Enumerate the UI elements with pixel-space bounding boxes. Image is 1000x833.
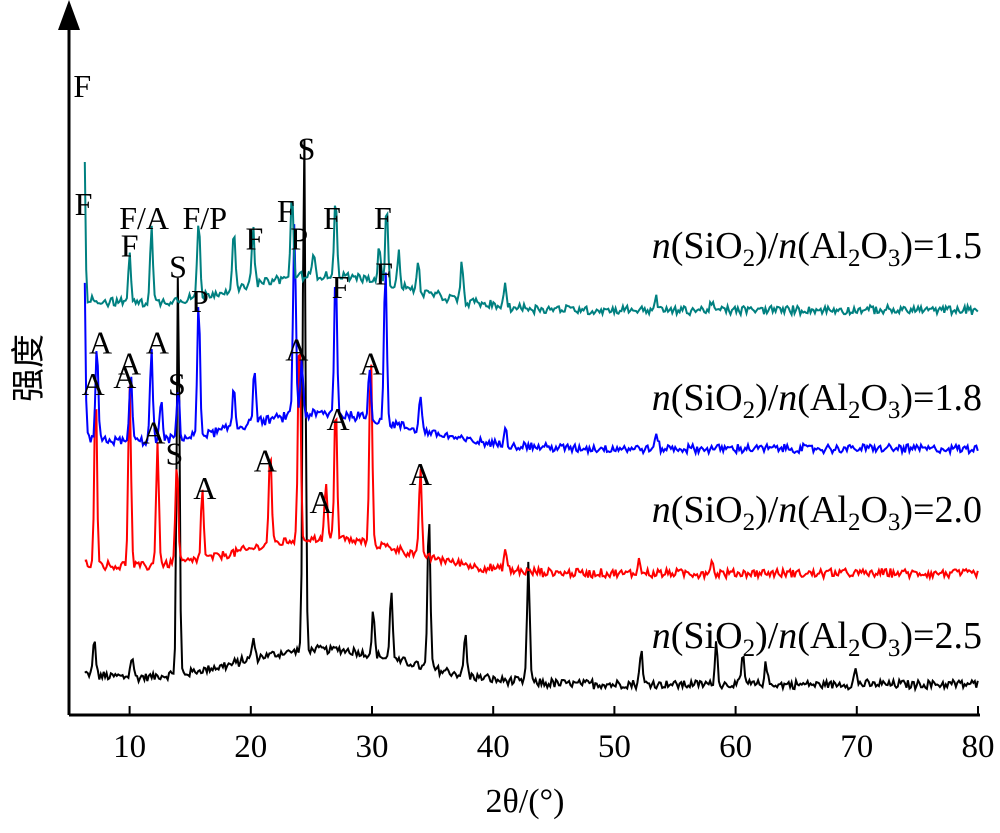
series-label-part: 2 xyxy=(848,635,861,662)
series-label-part: )=2.5 xyxy=(900,615,982,657)
peak-label: A xyxy=(146,325,169,361)
series-label: n(SiO2)/n(Al2O3)=2.5 xyxy=(652,615,982,662)
peak-label: A xyxy=(310,484,333,520)
peak-label: A xyxy=(327,401,350,437)
series-label-part: O xyxy=(860,489,887,531)
series-label-part: (SiO xyxy=(671,615,743,657)
x-tick-label: 80 xyxy=(962,729,995,765)
series-label-part: n xyxy=(652,377,671,419)
series-label-part: (Al xyxy=(797,377,848,419)
series-label-part: (SiO xyxy=(671,225,743,267)
series-label-part: 2 xyxy=(743,397,756,424)
peak-label: A xyxy=(89,325,112,361)
peak-label: S xyxy=(298,131,316,167)
x-tick-label: 60 xyxy=(719,729,752,765)
peak-label: F xyxy=(73,68,91,104)
peak-label: A xyxy=(285,332,308,368)
series-label-part: 2 xyxy=(848,509,861,536)
series-label: n(SiO2)/n(Al2O3)=1.5 xyxy=(652,225,982,272)
series-label-part: n xyxy=(652,489,671,531)
peak-label: F xyxy=(375,255,393,291)
series-label-part: 2 xyxy=(743,635,756,662)
series-label-part: O xyxy=(860,225,887,267)
series-labels: n(SiO2)/n(Al2O3)=1.5n(SiO2)/n(Al2O3)=1.8… xyxy=(652,225,982,662)
peak-label: F xyxy=(277,193,295,229)
peak-label: P xyxy=(191,283,209,319)
series-line xyxy=(84,138,979,693)
series-label-part: )=1.8 xyxy=(900,377,982,419)
series-label-part: )/ xyxy=(755,225,779,267)
peak-label: S xyxy=(166,435,184,471)
peak-label: F xyxy=(75,186,93,222)
series-label-part: 3 xyxy=(888,397,901,424)
series-label-part: 2 xyxy=(743,509,756,536)
peak-label: F/A xyxy=(119,200,169,236)
peak-label: P xyxy=(290,221,308,257)
x-tick-label: 50 xyxy=(598,729,631,765)
x-tick-label: 30 xyxy=(356,729,389,765)
series-layer xyxy=(83,138,979,693)
series-label-part: 3 xyxy=(888,245,901,272)
peak-label: S xyxy=(168,366,186,402)
peak-label: A xyxy=(193,470,216,506)
x-ticks: 10 20 30 40 50 60 70 80 xyxy=(113,706,995,765)
x-tick-label: 20 xyxy=(234,729,267,765)
peak-label: F xyxy=(374,200,392,236)
series-label-part: n xyxy=(778,377,797,419)
peak-label: F xyxy=(323,200,341,236)
series-label-part: )=2.0 xyxy=(900,489,982,531)
series-label-part: )/ xyxy=(755,377,779,419)
series-label-part: (Al xyxy=(797,489,848,531)
x-tick-label: 40 xyxy=(477,729,510,765)
series-label-part: 3 xyxy=(888,509,901,536)
series-label-part: n xyxy=(652,225,671,267)
peak-label: A xyxy=(142,415,165,451)
series-label-part: )/ xyxy=(755,489,779,531)
x-tick-label: 10 xyxy=(113,729,146,765)
peak-label: F xyxy=(246,221,264,257)
peak-label: A xyxy=(254,442,277,478)
x-axis-title: 2θ/(°) xyxy=(486,783,565,820)
series-line xyxy=(83,161,979,319)
peak-label: S xyxy=(169,248,187,284)
series-label-part: (SiO xyxy=(671,377,743,419)
series-label-part: 2 xyxy=(743,245,756,272)
peak-label: A xyxy=(82,366,105,402)
y-axis-title: 强度 xyxy=(10,334,48,402)
series-label-part: (Al xyxy=(797,225,848,267)
axes xyxy=(58,0,980,717)
series-label: n(SiO2)/n(Al2O3)=1.8 xyxy=(652,377,982,424)
y-axis-arrow-icon xyxy=(58,0,80,30)
series-label-part: 3 xyxy=(888,635,901,662)
series-label-part: O xyxy=(860,615,887,657)
series-label: n(SiO2)/n(Al2O3)=2.0 xyxy=(652,489,982,536)
peak-label: F xyxy=(121,228,139,264)
series-label-part: O xyxy=(860,377,887,419)
series-label-part: (Al xyxy=(797,615,848,657)
x-tick-label: 70 xyxy=(840,729,873,765)
series-label-part: n xyxy=(778,489,797,531)
series-line xyxy=(84,352,979,582)
series-label-part: (SiO xyxy=(671,489,743,531)
series-label-part: )/ xyxy=(755,615,779,657)
peak-label: A xyxy=(113,359,136,395)
series-label-part: 2 xyxy=(848,397,861,424)
peak-label: A xyxy=(409,456,432,492)
peak-label: A xyxy=(118,345,141,381)
series-label-part: n xyxy=(778,615,797,657)
series-label-part: 2 xyxy=(848,245,861,272)
series-label-part: )=1.5 xyxy=(900,225,982,267)
series-line xyxy=(83,224,979,457)
peak-label: F xyxy=(332,269,350,305)
peak-label: A xyxy=(359,345,382,381)
series-label-part: n xyxy=(778,225,797,267)
series-label-part: n xyxy=(652,615,671,657)
peak-label: F/P xyxy=(183,200,227,236)
